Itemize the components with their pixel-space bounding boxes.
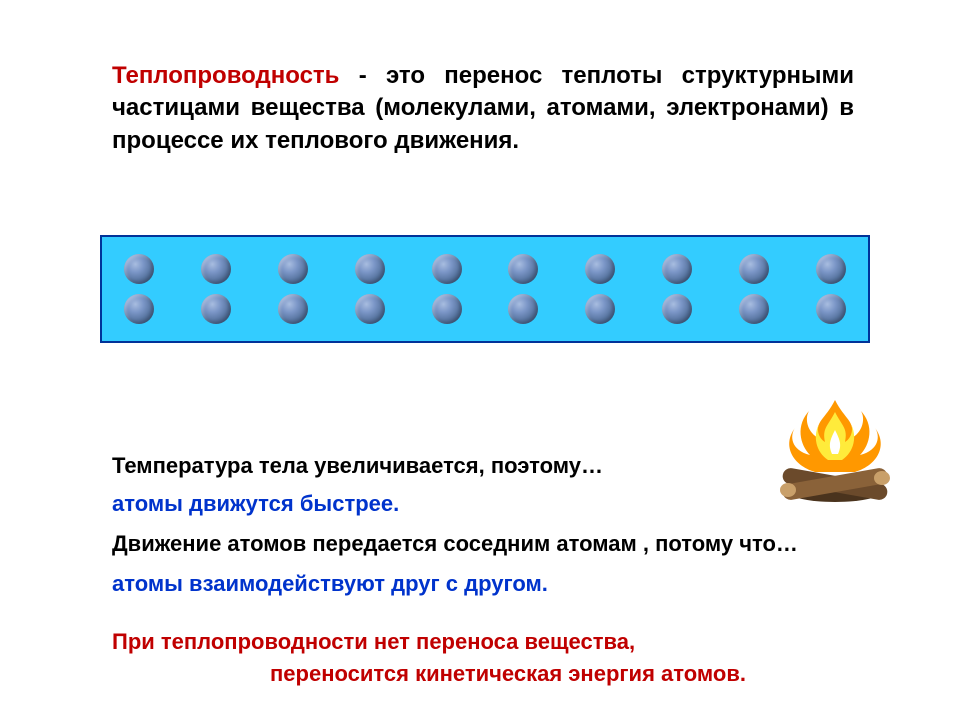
atom <box>508 254 538 284</box>
atom <box>432 294 462 324</box>
atom <box>816 294 846 324</box>
atom <box>201 294 231 324</box>
definition-paragraph: Теплопроводность - это перенос теплоты с… <box>112 60 854 157</box>
atom <box>124 254 154 284</box>
atom-row-1 <box>124 254 846 284</box>
atom <box>355 254 385 284</box>
line-kinetic-energy: переносится кинетическая энергия атомов. <box>270 660 890 689</box>
atom <box>278 294 308 324</box>
definition-term: Теплопроводность <box>112 62 339 89</box>
atom-row-2 <box>124 294 846 324</box>
line-atoms-faster: атомы движутся быстрее. <box>112 490 892 519</box>
atom <box>508 294 538 324</box>
atom <box>201 254 231 284</box>
atom <box>585 294 615 324</box>
slide: Теплопроводность - это перенос теплоты с… <box>0 0 960 720</box>
line-no-mass-transfer: При теплопроводности нет переноса вещест… <box>112 628 892 657</box>
line-temperature: Температура тела увеличивается, поэтому… <box>112 452 892 481</box>
atom <box>816 254 846 284</box>
atom <box>662 254 692 284</box>
atom <box>278 254 308 284</box>
atom <box>124 294 154 324</box>
atom <box>355 294 385 324</box>
line-motion-transfer: Движение атомов передается соседним атом… <box>112 530 892 559</box>
atom <box>662 294 692 324</box>
atom <box>585 254 615 284</box>
atoms-bar <box>100 235 870 343</box>
atoms-bar-background <box>100 235 870 343</box>
atom <box>739 294 769 324</box>
atom <box>432 254 462 284</box>
line-atoms-interact: атомы взаимодействуют друг с другом. <box>112 570 892 599</box>
atom <box>739 254 769 284</box>
